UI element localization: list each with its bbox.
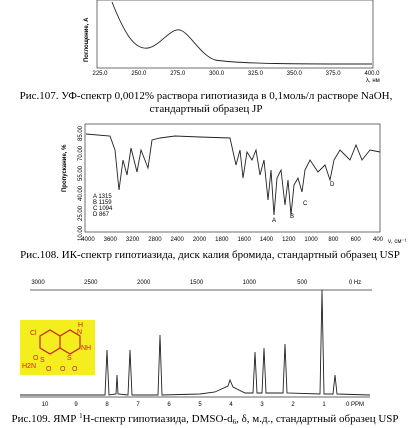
nmr-caption: Рис.109. ЯМР 1H-спектр гипотиазида, DMSO… bbox=[11, 412, 398, 426]
hz-tick-label: 500 bbox=[297, 280, 308, 286]
atom: Cl bbox=[30, 330, 37, 337]
x-tick-label: 4000 bbox=[81, 237, 95, 243]
ppm-tick-label: 4 bbox=[229, 402, 233, 408]
atom: H bbox=[78, 322, 83, 329]
ir-peak-label: C bbox=[303, 201, 308, 207]
y-tick-label: 25.00 bbox=[78, 205, 84, 221]
x-tick-label: 275.0 bbox=[170, 71, 186, 77]
x-tick-label: 2800 bbox=[148, 237, 162, 243]
uv-curve bbox=[111, 1, 373, 65]
ppm-tick-label: 8 bbox=[105, 402, 109, 408]
x-tick-label: 2400 bbox=[171, 237, 185, 243]
ir-frame bbox=[84, 123, 381, 233]
uv-x-label: λ, нм bbox=[366, 78, 380, 84]
hz-tick-label: 1500 bbox=[190, 280, 204, 286]
peak-table-row: C 1094 bbox=[93, 206, 113, 212]
nmr-figure: 3000 2500 2000 1500 1000 500 0 Hz Cl H N NH H2… bbox=[11, 280, 398, 426]
atom: H2N bbox=[22, 363, 36, 370]
hz-tick-label: 2500 bbox=[84, 280, 98, 286]
y-tick-label: 55.00 bbox=[78, 165, 84, 181]
x-tick-label: 3200 bbox=[126, 237, 140, 243]
x-tick-label: 1800 bbox=[215, 237, 229, 243]
ppm-tick-label: 10 bbox=[42, 402, 49, 408]
ppm-tick-label: 3 bbox=[260, 402, 264, 408]
uv-caption: Рис.107. УФ-спектр 0,0012% раствора гипо… bbox=[20, 90, 393, 115]
ir-peak-label: B bbox=[290, 214, 294, 220]
atom: NH bbox=[81, 345, 91, 352]
y-tick-label: 85.00 bbox=[78, 125, 84, 141]
ir-curve bbox=[85, 133, 381, 216]
ppm-tick-label: 0 PPM bbox=[346, 402, 364, 408]
ir-peak-label: D bbox=[330, 182, 335, 188]
atom: N bbox=[77, 329, 82, 336]
x-tick-label: 300.0 bbox=[209, 71, 225, 77]
ir-x-label: ν, см⁻¹ bbox=[388, 239, 407, 245]
atom: O bbox=[60, 366, 66, 373]
ppm-tick-label: 6 bbox=[167, 402, 171, 408]
atom: O bbox=[46, 366, 52, 373]
x-tick-label: 1600 bbox=[237, 237, 251, 243]
ppm-tick-label: 7 bbox=[136, 402, 140, 408]
x-tick-label: 400.0 bbox=[364, 71, 380, 77]
x-tick-label: 225.0 bbox=[92, 71, 108, 77]
nmr-curve bbox=[20, 289, 371, 396]
structure-box bbox=[20, 320, 95, 375]
x-tick-label: 1400 bbox=[260, 237, 274, 243]
y-tick-label: 40.00 bbox=[78, 185, 84, 201]
ir-figure: Пропускание, % 85.00 70.00 55.00 40.00 25.00… bbox=[20, 123, 407, 261]
hz-tick-label: 2000 bbox=[137, 280, 151, 286]
y-tick-label: 10.00 bbox=[78, 225, 84, 241]
atom: O bbox=[72, 366, 78, 373]
atom: S bbox=[67, 355, 72, 362]
x-tick-label: 600 bbox=[351, 237, 362, 243]
x-tick-label: 250.0 bbox=[131, 71, 147, 77]
structure-rings bbox=[39, 329, 81, 355]
ppm-tick-label: 1 bbox=[322, 402, 326, 408]
y-tick-label: 70.00 bbox=[78, 145, 84, 161]
x-tick-label: 325.0 bbox=[248, 71, 264, 77]
hz-tick-label: 1000 bbox=[243, 280, 257, 286]
ppm-tick-label: 2 bbox=[291, 402, 295, 408]
atom: S bbox=[40, 357, 45, 364]
uv-figure: Поглощение, А 225.0 250.0 275.0 300.0 325.0 3… bbox=[20, 0, 393, 115]
x-tick-label: 1200 bbox=[282, 237, 296, 243]
x-tick-label: 400 bbox=[373, 237, 384, 243]
ir-peak-label: A bbox=[272, 218, 276, 224]
ir-caption: Рис.108. ИК-спектр гипотиазида, диск кал… bbox=[20, 249, 400, 261]
x-tick-label: 1000 bbox=[304, 237, 318, 243]
hz-tick-label: 0 Hz bbox=[349, 280, 361, 286]
uv-y-label: Поглощение, А bbox=[84, 17, 90, 62]
uv-frame bbox=[96, 0, 374, 69]
ppm-tick-label: 5 bbox=[198, 402, 202, 408]
peak-table-row: A 1315 bbox=[93, 194, 112, 200]
peak-table-row: D 867 bbox=[93, 212, 110, 218]
x-tick-label: 350.0 bbox=[287, 71, 303, 77]
ir-y-label: Пропускание, % bbox=[62, 144, 68, 192]
ppm-tick-label: 9 bbox=[74, 402, 78, 408]
x-tick-label: 2000 bbox=[193, 237, 207, 243]
hz-tick-label: 3000 bbox=[31, 280, 45, 286]
x-tick-label: 3600 bbox=[104, 237, 118, 243]
peak-table-row: B 1159 bbox=[93, 200, 112, 206]
atom: O bbox=[33, 355, 39, 362]
x-tick-label: 800 bbox=[328, 237, 339, 243]
x-tick-label: 375.0 bbox=[326, 71, 342, 77]
